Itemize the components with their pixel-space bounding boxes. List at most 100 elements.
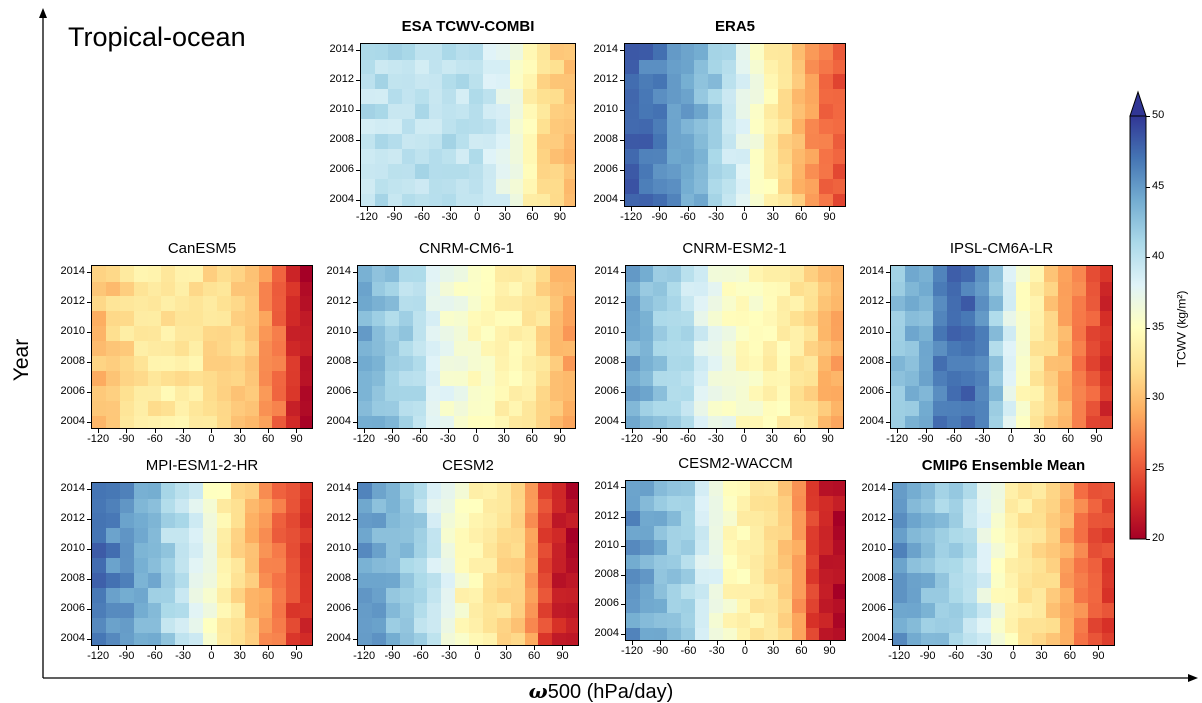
heatmap-cell: [904, 370, 920, 386]
heatmap-cell: [524, 483, 539, 499]
heatmap-cell: [749, 340, 764, 357]
heatmap-cell: [1086, 385, 1101, 401]
heatmap-cell: [962, 557, 978, 574]
heatmap-cell: [286, 340, 301, 357]
heatmap-cell: [736, 627, 751, 640]
heatmap-cell: [708, 325, 723, 342]
heatmap-cell: [549, 310, 564, 327]
heatmap-cell: [817, 280, 832, 297]
heatmap-cell: [948, 632, 964, 645]
heatmap-cell: [722, 103, 737, 120]
heatmap-cell: [893, 557, 908, 574]
heatmap-cell: [1046, 512, 1061, 529]
heatmap-cell: [776, 415, 791, 428]
colorbar-tick-label: 20: [1152, 532, 1165, 544]
heatmap-cell: [244, 512, 260, 529]
heatmap-cell: [189, 370, 204, 386]
heatmap-cell: [508, 280, 523, 297]
heatmap-cell: [203, 325, 218, 342]
x-tick-mark: [559, 207, 561, 211]
heatmap-cell: [523, 118, 538, 135]
x-tick-label: 0: [472, 433, 479, 445]
heatmap-cell: [453, 370, 469, 386]
heatmap-cell: [1102, 587, 1114, 603]
heatmap-cell: [1044, 295, 1059, 312]
x-tick-label: -120: [353, 650, 376, 662]
heatmap-cell: [133, 355, 149, 371]
heatmap-cell: [509, 103, 524, 120]
x-tick-label: 0: [741, 211, 748, 223]
heatmap-cell: [946, 400, 962, 416]
heatmap-cell: [805, 598, 820, 614]
heatmap-cell: [550, 118, 565, 135]
heatmap-cell: [749, 163, 765, 179]
heatmap-cell: [385, 355, 400, 371]
heatmap-cell: [708, 400, 723, 416]
heatmap-cell: [538, 572, 553, 588]
heatmap-cell: [1058, 295, 1073, 312]
heatmap-cell: [790, 325, 805, 342]
x-tick-mark: [562, 646, 564, 650]
heatmap-cell: [932, 266, 948, 282]
y-tick-mark: [353, 519, 357, 521]
heatmap-cell: [736, 163, 751, 179]
heatmap-cell: [536, 103, 551, 120]
heatmap-cell: [708, 58, 723, 75]
y-tick-label: 2006: [60, 601, 85, 614]
heatmap-cell: [695, 495, 710, 511]
heatmap-cell: [749, 400, 764, 416]
heatmap-cell: [891, 355, 906, 371]
heatmap-cell: [147, 295, 162, 312]
heatmap-cell: [469, 73, 484, 90]
heatmap-cell: [777, 133, 793, 149]
heatmap-cell: [776, 325, 791, 342]
heatmap-cell: [508, 400, 523, 416]
heatmap-cell: [777, 568, 793, 585]
x-tick-mark: [688, 641, 690, 645]
heatmap-cell: [415, 73, 430, 90]
heatmap-cell: [133, 415, 149, 428]
heatmap-cell: [441, 542, 456, 559]
heatmap-cell: [427, 497, 442, 514]
heatmap-cell: [948, 557, 964, 574]
heatmap-cell: [203, 340, 218, 357]
heatmap-cell: [803, 310, 819, 327]
heatmap-cell: [358, 483, 373, 499]
heatmap-cell: [990, 602, 1006, 618]
heatmap-cell: [819, 118, 834, 135]
heatmap-cell: [626, 598, 641, 614]
y-tick-mark: [886, 421, 890, 423]
heatmap-cell: [216, 617, 232, 633]
heatmap-cell: [749, 325, 764, 342]
heatmap-cell: [455, 587, 470, 603]
heatmap-cell: [455, 527, 470, 544]
heatmap-cell: [482, 133, 497, 149]
heatmap-cell: [440, 385, 455, 401]
heatmap-cell: [803, 400, 819, 416]
heatmap-cell: [1058, 415, 1073, 428]
heatmap-cell: [388, 118, 403, 135]
heatmap-cell: [962, 602, 978, 618]
heatmap-cell: [791, 73, 806, 90]
heatmap-cell: [175, 415, 190, 428]
heatmap-cell: [653, 385, 668, 401]
heatmap-cell: [893, 497, 908, 514]
heatmap-cell: [361, 58, 376, 75]
heatmap-cell: [918, 370, 934, 386]
x-tick-label: 30: [233, 433, 246, 445]
heatmap-cell: [777, 44, 793, 60]
heatmap-cell: [1058, 355, 1073, 371]
heatmap-cell: [626, 295, 641, 312]
heatmap-cell: [216, 295, 232, 312]
x-tick-mark: [366, 207, 368, 211]
heatmap-cell: [736, 118, 751, 135]
y-tick-mark: [353, 421, 357, 423]
x-tick-label: -90: [386, 211, 403, 223]
heatmap-cell: [496, 542, 512, 559]
x-tick-label: 30: [497, 433, 510, 445]
heatmap-cell: [536, 73, 551, 90]
heatmap-cell: [694, 415, 709, 428]
heatmap-cell: [147, 512, 162, 529]
x-tick-label: 30: [233, 650, 246, 662]
heatmap-cell: [441, 512, 456, 529]
